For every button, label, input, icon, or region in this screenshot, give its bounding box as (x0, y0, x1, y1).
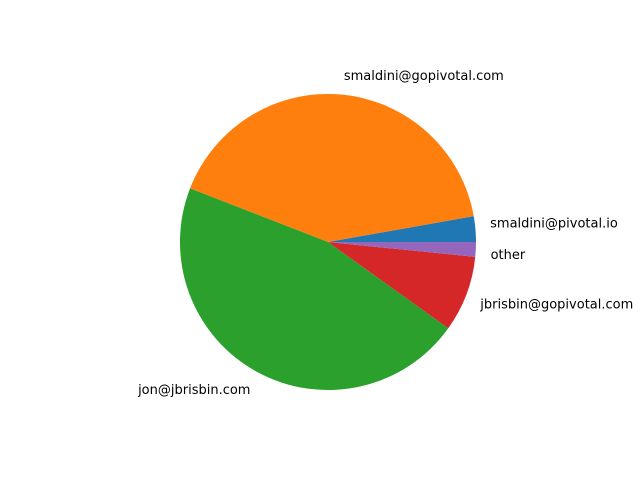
pie-slice-jbrisbin-gopivotal-com (328, 242, 476, 329)
pie-label-smaldini-gopivotal-com: smaldini@gopivotal.com (344, 69, 504, 84)
pie-slices (179, 93, 476, 391)
pie-label-other: other (491, 248, 526, 263)
pie-label-smaldini-pivotal-io: smaldini@pivotal.io (490, 217, 618, 232)
pie-slice-smaldini-gopivotal-com (190, 93, 474, 242)
pie-slice-jon-jbrisbin-com (179, 188, 449, 391)
pie-label-jbrisbin-gopivotal-com: jbrisbin@gopivotal.com (479, 297, 633, 312)
pie-slice-other (328, 242, 476, 257)
pie-label-jon-jbrisbin-com: jon@jbrisbin.com (137, 383, 250, 398)
pie-slice-smaldini-pivotal-io (328, 216, 476, 242)
pie-labels: smaldini@pivotal.io smaldini@gopivotal.co… (137, 69, 633, 398)
